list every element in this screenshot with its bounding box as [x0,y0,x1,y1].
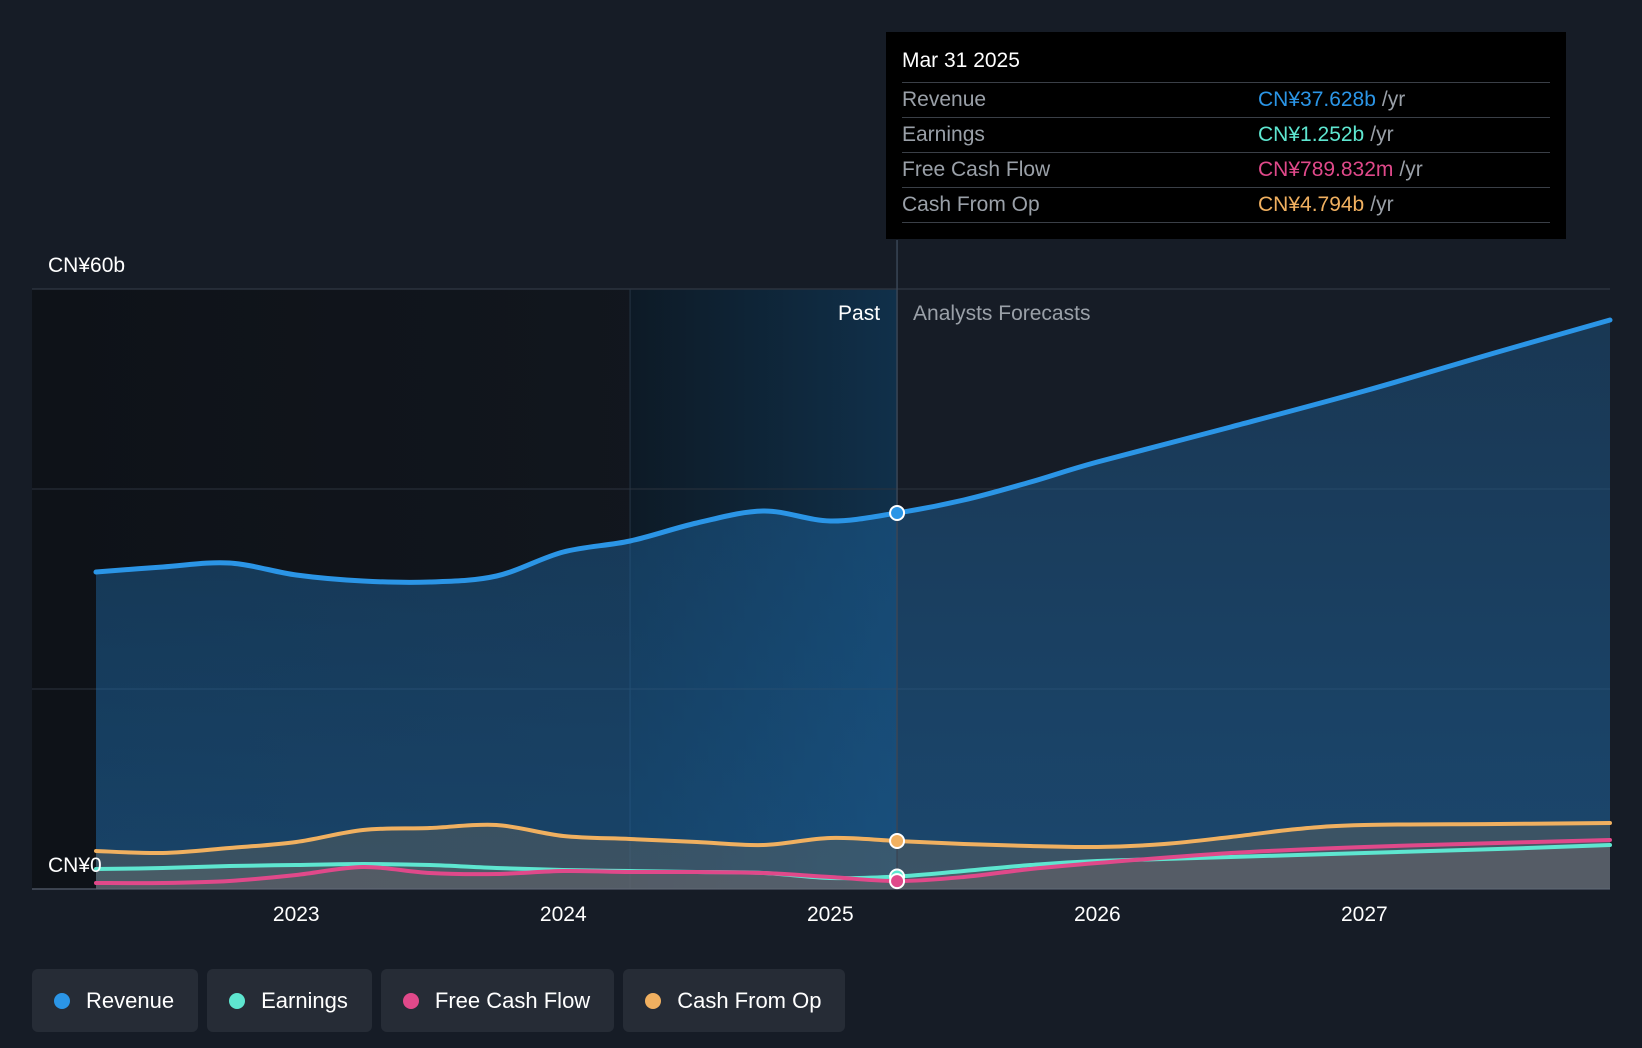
x-tick-label: 2027 [1341,903,1388,926]
past-label: Past [838,302,880,325]
legend-item-revenue[interactable]: Revenue [32,969,199,1032]
revenue-area [96,320,1610,889]
tooltip-panel: Mar 31 2025 Revenue CN¥37.628b /yr Earni… [886,32,1566,239]
legend-dot-icon [645,992,662,1009]
tooltip-date: Mar 31 2025 [902,46,1550,83]
legend-item-earnings[interactable]: Earnings [207,969,372,1032]
tooltip-label: Cash From Op [902,193,1040,216]
forecast-label: Analysts Forecasts [913,302,1090,325]
free-cash-flow-area [96,840,1610,889]
x-tick-label: 2023 [273,903,320,926]
tooltip-value: CN¥4.794b [1258,193,1365,216]
tooltip-label: Earnings [902,123,985,146]
tooltip-unit: /yr [1381,88,1406,111]
y-axis-label-top: CN¥60b [48,254,125,277]
x-tick-label: 2024 [540,903,587,926]
legend-label: Earnings [261,987,348,1013]
free-cash-flow-highlight-point [889,873,906,890]
x-tick-label: 2026 [1074,903,1121,926]
legend-label: Revenue [86,987,175,1013]
tooltip-unit: /yr [1370,123,1394,146]
legend-dot-icon [402,992,419,1009]
tooltip-row-earnings: Earnings CN¥1.252b /yr [902,118,1550,153]
legend-dot-icon [54,992,70,1009]
cash-from-op-highlight-point [889,833,906,849]
earnings-area [96,845,1610,889]
tooltip-row-cash-from-op: Cash From Op CN¥4.794b /yr [902,188,1550,223]
legend-label: Cash From Op [677,987,822,1013]
tooltip-row-free-cash-flow: Free Cash Flow CN¥789.832m /yr [902,153,1550,188]
x-tick-label: 2025 [807,903,854,926]
legend-label: Free Cash Flow [434,987,591,1013]
legend-dot-icon [229,992,246,1009]
tooltip-value: CN¥37.628b [1258,88,1376,111]
revenue-highlight-point [889,505,906,521]
free-cash-flow-line [94,838,1612,886]
cash-from-op-line [94,821,1612,856]
legend-item-free-cash-flow[interactable]: Free Cash Flow [380,969,615,1032]
tooltip-value: CN¥789.832m [1258,158,1394,181]
revenue-line [93,317,1613,585]
tooltip-row-revenue: Revenue CN¥37.628b /yr [902,83,1550,118]
tooltip-unit: /yr [1370,193,1394,216]
tooltip-label: Revenue [902,88,987,111]
y-axis-label-bottom: CN¥0 [48,854,102,877]
tooltip-label: Free Cash Flow [902,158,1051,181]
legend-item-cash-from-op[interactable]: Cash From Op [623,969,846,1032]
legend: Revenue Earnings Free Cash Flow Cash Fro… [32,969,846,1032]
tooltip-unit: /yr [1399,158,1423,181]
tooltip-value: CN¥1.252b [1258,123,1365,146]
